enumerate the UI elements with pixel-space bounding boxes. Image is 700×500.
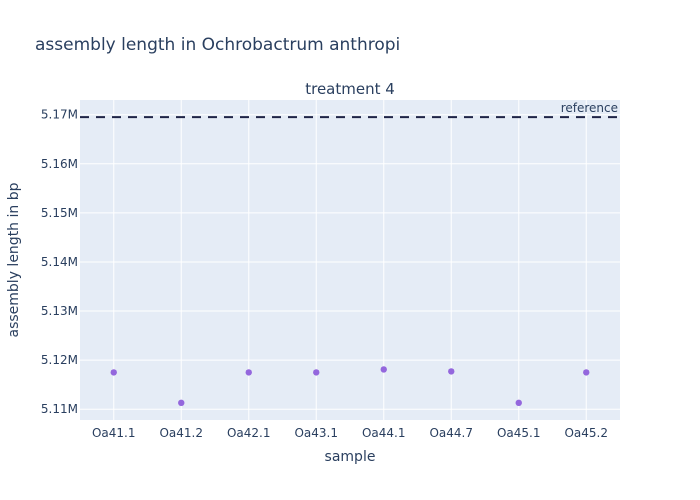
data-point [583, 369, 590, 376]
x-tick-label: Oa45.2 [564, 426, 608, 440]
x-tick-label: Oa41.1 [92, 426, 136, 440]
data-point [178, 399, 185, 407]
x-tick-label: Oa41.2 [159, 426, 203, 440]
grid-lines [80, 100, 620, 420]
y-tick-label: 5.14M [41, 255, 78, 269]
data-point [380, 366, 387, 373]
y-tick-label: 5.12M [41, 353, 78, 367]
x-tick-label: Oa43.1 [294, 426, 338, 440]
x-tick-label: Oa44.1 [362, 426, 406, 440]
plot-area [80, 100, 620, 420]
x-tick-labels: Oa41.1 Oa41.2 Oa42.1 Oa43.1 Oa44.1 Oa44.7 Oa45… [92, 426, 608, 440]
data-point [110, 369, 117, 376]
chart-title: assembly length in Ochrobactrum anthropi [35, 35, 400, 55]
reference-line-group: reference [80, 101, 620, 119]
data-point [313, 369, 320, 376]
y-tick-label: 5.16M [41, 157, 78, 171]
data-point [448, 368, 455, 375]
data-point [515, 399, 522, 407]
x-tick-label: Oa44.7 [429, 426, 473, 440]
reference-label: reference [561, 101, 618, 115]
chart-subtitle: treatment 4 [305, 80, 395, 98]
y-tick-label: 5.13M [41, 304, 78, 318]
data-points [110, 366, 590, 407]
y-tick-labels: 5.11M 5.12M 5.13M 5.14M 5.15M 5.16M 5.17M [41, 108, 78, 416]
x-axis-label: sample [325, 449, 376, 465]
y-tick-label: 5.17M [41, 108, 78, 122]
x-tick-label: Oa42.1 [227, 426, 271, 440]
y-axis-label: assembly length in bp [6, 182, 22, 337]
data-point [245, 369, 252, 376]
y-tick-label: 5.11M [41, 402, 78, 416]
y-tick-label: 5.15M [41, 206, 78, 220]
x-tick-label: Oa45.1 [497, 426, 541, 440]
